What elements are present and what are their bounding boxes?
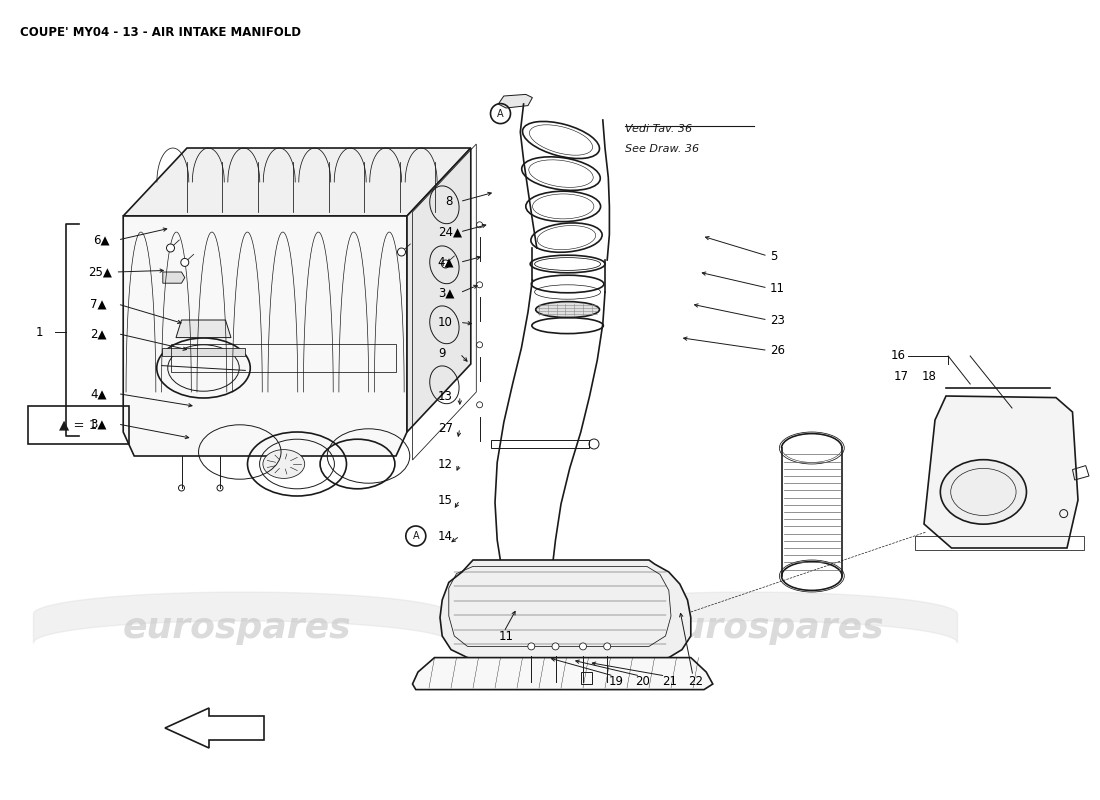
Polygon shape xyxy=(162,348,245,356)
Polygon shape xyxy=(407,148,471,432)
Text: Vedi Tav. 36: Vedi Tav. 36 xyxy=(625,124,692,134)
Circle shape xyxy=(528,643,535,650)
Text: 26: 26 xyxy=(770,344,785,357)
Polygon shape xyxy=(924,396,1078,548)
Text: 9: 9 xyxy=(438,347,446,360)
Text: 11: 11 xyxy=(770,282,785,294)
Text: 17: 17 xyxy=(893,370,909,382)
Polygon shape xyxy=(123,148,471,216)
Text: A: A xyxy=(497,109,504,118)
Text: 8: 8 xyxy=(446,195,453,208)
Text: See Draw. 36: See Draw. 36 xyxy=(625,144,698,154)
Text: 3▲: 3▲ xyxy=(90,418,107,430)
Text: 14: 14 xyxy=(438,530,453,542)
Circle shape xyxy=(166,244,175,252)
Polygon shape xyxy=(165,708,264,748)
Polygon shape xyxy=(176,320,231,338)
Text: 13: 13 xyxy=(438,390,453,402)
Text: 22: 22 xyxy=(689,675,704,688)
Text: 15: 15 xyxy=(438,494,453,506)
Text: 16: 16 xyxy=(891,350,906,362)
Text: eurospares: eurospares xyxy=(656,611,884,645)
Ellipse shape xyxy=(263,450,305,478)
Text: 12: 12 xyxy=(438,458,453,470)
Text: 2▲: 2▲ xyxy=(90,327,107,340)
Bar xyxy=(28,406,129,444)
Text: 11: 11 xyxy=(498,630,514,642)
Polygon shape xyxy=(498,94,532,108)
Text: eurospares: eurospares xyxy=(122,611,351,645)
Text: 10: 10 xyxy=(438,316,453,329)
Circle shape xyxy=(580,643,586,650)
Text: 5: 5 xyxy=(770,250,778,262)
Ellipse shape xyxy=(536,302,600,318)
Text: ▲ = 1: ▲ = 1 xyxy=(59,418,97,431)
Text: 18: 18 xyxy=(922,370,937,382)
Text: 1: 1 xyxy=(35,326,43,338)
Text: 21: 21 xyxy=(662,675,678,688)
Circle shape xyxy=(604,643,611,650)
Polygon shape xyxy=(123,216,407,456)
Text: A: A xyxy=(412,531,419,541)
Text: 24▲: 24▲ xyxy=(438,226,462,238)
Text: COUPE' MY04 - 13 - AIR INTAKE MANIFOLD: COUPE' MY04 - 13 - AIR INTAKE MANIFOLD xyxy=(20,26,300,39)
Text: 19: 19 xyxy=(608,675,624,688)
Circle shape xyxy=(441,260,450,268)
Circle shape xyxy=(552,643,559,650)
Circle shape xyxy=(180,258,189,266)
Text: 23: 23 xyxy=(770,314,785,326)
Polygon shape xyxy=(440,560,691,660)
Ellipse shape xyxy=(940,460,1026,524)
Polygon shape xyxy=(163,272,185,283)
Text: 27: 27 xyxy=(438,422,453,434)
Text: 4▲: 4▲ xyxy=(90,387,107,400)
Text: 6▲: 6▲ xyxy=(94,234,110,246)
Circle shape xyxy=(397,248,406,256)
Text: 25▲: 25▲ xyxy=(88,266,112,278)
Text: 7▲: 7▲ xyxy=(90,298,107,310)
Text: 20: 20 xyxy=(635,675,650,688)
Text: 3▲: 3▲ xyxy=(438,286,454,299)
Polygon shape xyxy=(412,658,713,690)
Text: 4▲: 4▲ xyxy=(438,256,454,269)
